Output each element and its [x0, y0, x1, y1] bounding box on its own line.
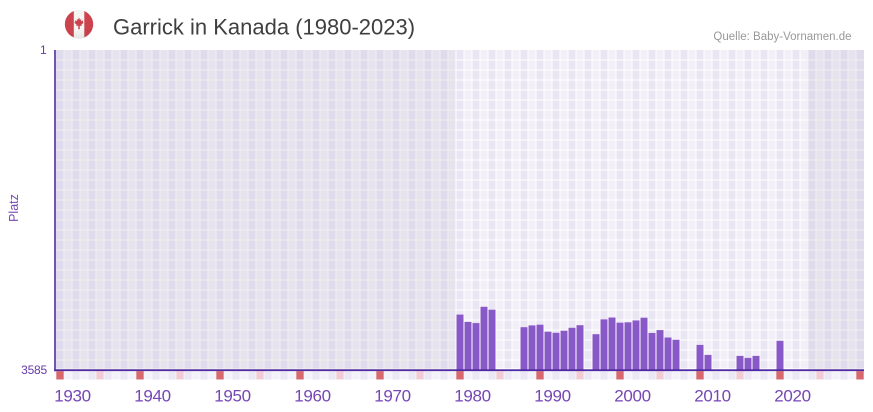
svg-text:3585: 3585 — [21, 363, 47, 377]
svg-text:Quelle: Baby-Vornamen.de: Quelle: Baby-Vornamen.de — [713, 31, 851, 43]
svg-text:Garrick in Kanada (1980-2023): Garrick in Kanada (1980-2023) — [113, 15, 415, 40]
svg-text:1960: 1960 — [294, 387, 331, 406]
svg-text:1980: 1980 — [454, 387, 491, 406]
svg-text:1: 1 — [40, 43, 47, 57]
svg-text:1970: 1970 — [374, 387, 411, 406]
svg-text:1950: 1950 — [214, 387, 251, 406]
svg-text:2020: 2020 — [774, 387, 811, 406]
svg-text:2010: 2010 — [694, 387, 731, 406]
svg-text:Platz: Platz — [7, 194, 21, 222]
svg-text:1930: 1930 — [54, 387, 91, 406]
svg-text:1940: 1940 — [134, 387, 171, 406]
svg-text:2000: 2000 — [614, 387, 651, 406]
svg-text:1990: 1990 — [534, 387, 571, 406]
